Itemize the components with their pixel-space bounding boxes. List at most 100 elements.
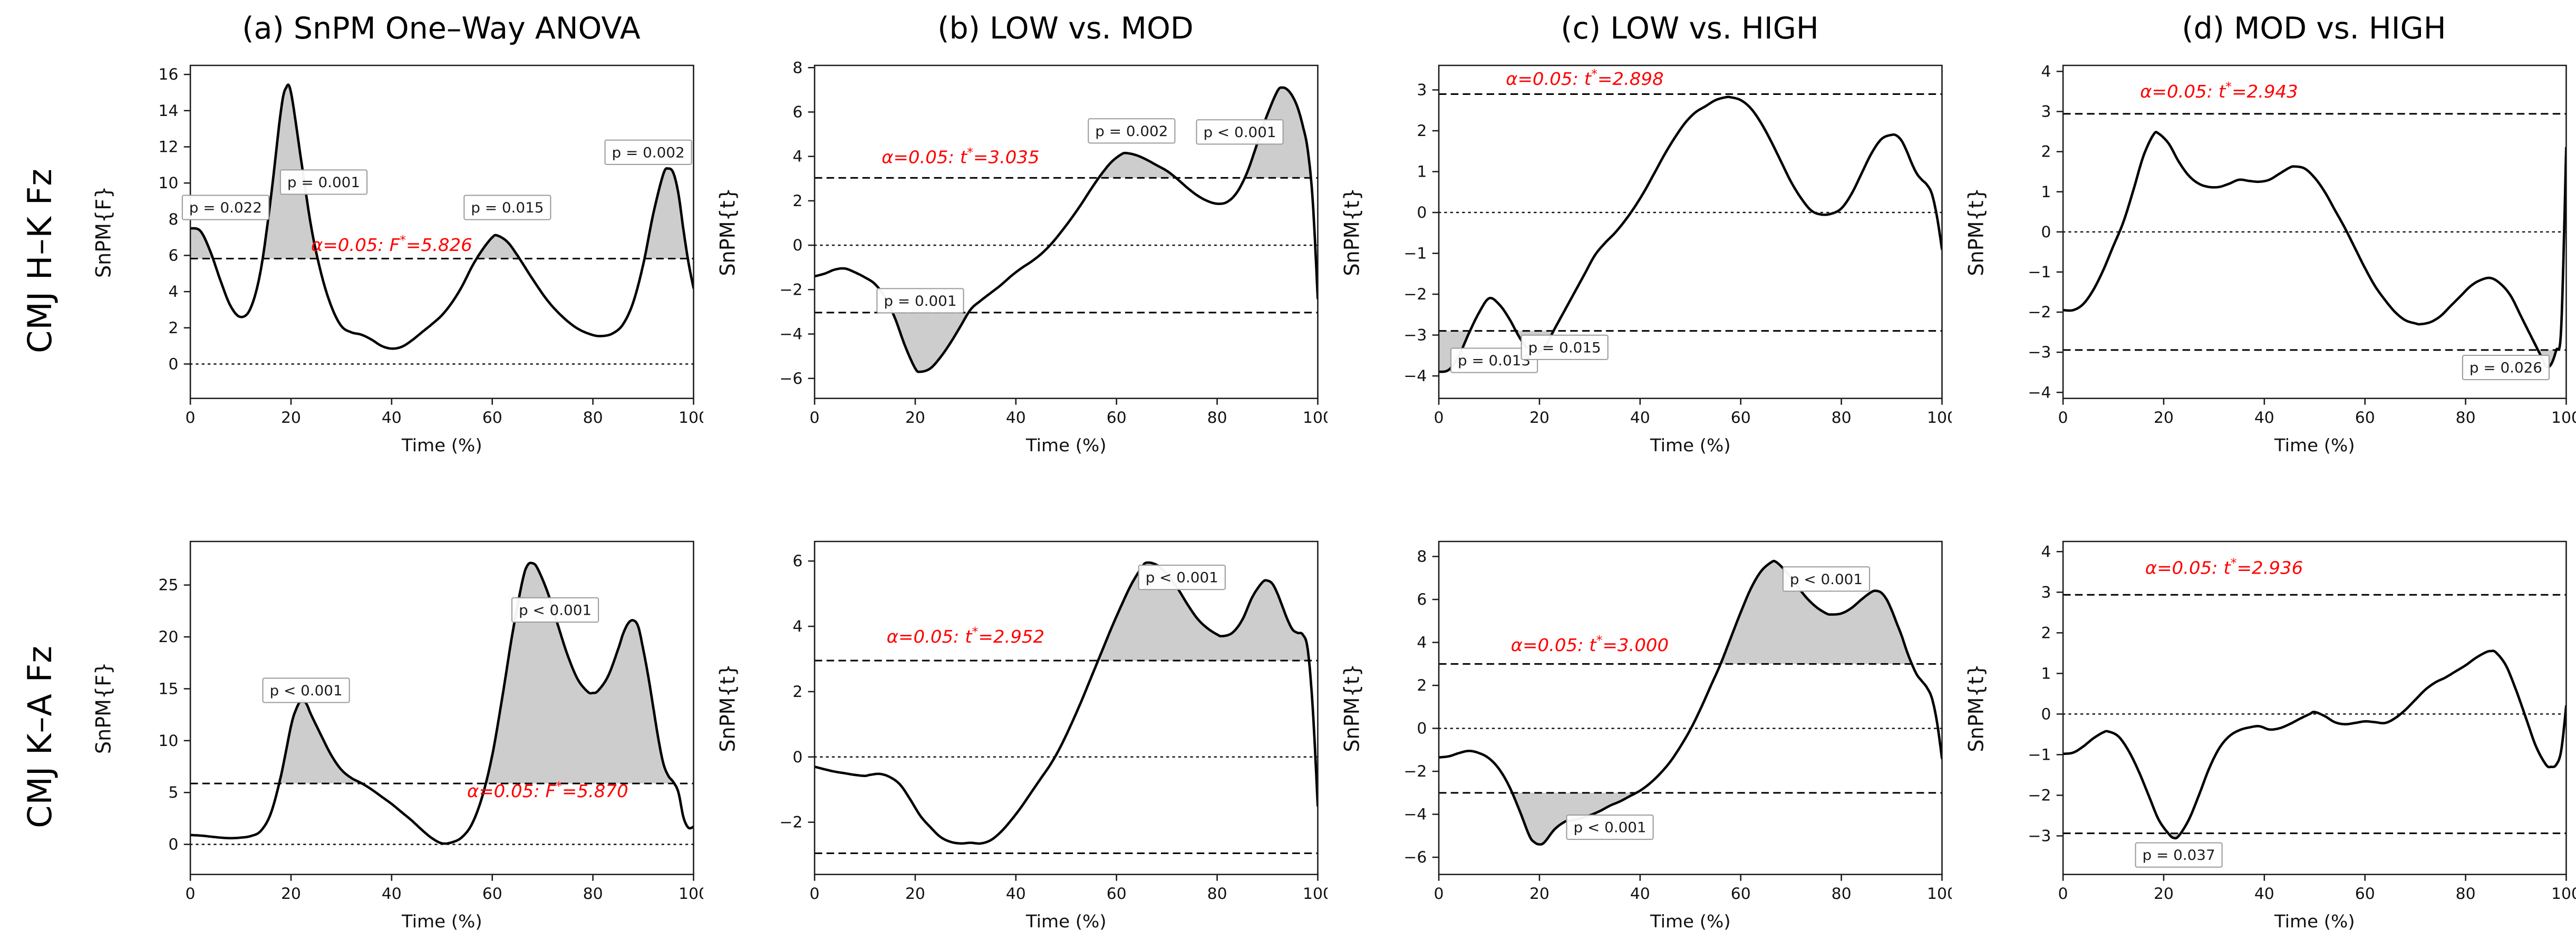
y-tick-label: 5 [168,784,178,802]
x-tick-label: 100 [1303,885,1328,903]
y-tick-label: −3 [1403,326,1427,344]
x-axis-label: Time (%) [1025,911,1107,931]
p-value-label: p = 0.001 [876,288,964,314]
y-tick-label: 2 [168,319,178,337]
alpha-threshold-label: α=0.05: t*=2.936 [2145,556,2303,578]
x-tick-label: 20 [905,409,925,427]
x-tick-label: 80 [1207,885,1227,903]
y-tick-label: −3 [2028,827,2051,845]
x-axis-label: Time (%) [401,435,482,455]
y-axis-label: SnPM{t} [716,664,740,752]
svg-text:p = 0.015: p = 0.015 [1528,340,1601,356]
y-tick-label: −6 [1403,848,1427,866]
y-tick-label: 4 [2041,543,2051,561]
snpm-curve [190,83,694,350]
snpm-f-chart-hk: 0 20 40 60 80 100 0 2 4 6 8 10 12 14 16 Time (%) SnPM{F}… [92,64,703,456]
y-tick-label: 3 [1417,81,1427,99]
y-axis-label: SnPM{t} [1340,188,1364,276]
x-axis-label: Time (%) [1650,911,1731,931]
x-tick-label: 0 [810,885,820,903]
panel-anova-ka: 0 20 40 60 80 100 0 5 10 15 20 25 Time (%) SnPM{F} α=0… [79,533,703,940]
svg-text:p = 0.026: p = 0.026 [2470,360,2542,376]
alpha-threshold-label: α=0.05: t*=3.000 [1511,633,1669,655]
p-value-label: p < 0.001 [262,677,350,703]
panel-title: (d) MOD vs. HIGH [2182,11,2446,46]
significance-shading [190,84,688,259]
p-value-label: p < 0.001 [1782,566,1871,592]
svg-text:p < 0.001: p < 0.001 [1203,124,1276,141]
y-tick-label: −4 [779,325,802,343]
row-label-cmj-hk-fz: CMJ H–K Fz [0,57,79,464]
y-tick-label: 0 [168,355,178,373]
axes: 0 20 40 60 80 100 −4 −3 −2 −1 0 1 2 3 [1403,64,1952,427]
y-tick-label: 6 [792,553,802,570]
svg-text:p < 0.001: p < 0.001 [1790,571,1863,588]
x-tick-label: 60 [482,885,502,903]
x-tick-label: 80 [1207,409,1227,427]
x-tick-label: 40 [1006,885,1026,903]
panel-low-vs-high-ka: 0 20 40 60 80 100 −6 −4 −2 0 2 4 6 8 Time (%) SnPM{t} α=… [1328,533,1952,940]
svg-text:p < 0.001: p < 0.001 [1146,570,1218,586]
panel-low-vs-high-hk: (c) LOW vs. HIGH 0 20 40 60 80 100 −4 −3 −2 −1 0 1 2… [1328,0,1952,464]
alpha-threshold-label: α=0.05: t*=2.952 [887,624,1045,647]
snpm-t-chart-low-mod-hk: 0 20 40 60 80 100 −6 −4 −2 0 2 4 6 8 Time (%) SnPM{t} α=… [716,59,1328,456]
y-tick-label: −2 [2028,303,2051,321]
panel-low-vs-mod-hk: (b) LOW vs. MOD 0 20 40 60 80 100 −6 −4 −2 0 2 4 6 8 T… [703,0,1328,464]
svg-text:p < 0.001: p < 0.001 [519,603,592,619]
y-tick-label: 0 [792,237,802,255]
x-tick-label: 0 [186,885,196,903]
y-tick-label: 4 [1417,634,1427,652]
p-value-label: p < 0.001 [1196,119,1284,145]
y-tick-label: 1 [2041,183,2051,201]
y-tick-label: 3 [2041,103,2051,121]
y-tick-label: −2 [779,281,802,299]
x-tick-label: 40 [382,885,402,903]
y-tick-label: 2 [2041,143,2051,161]
p-value-label: p = 0.015 [1521,334,1609,360]
y-tick-label: 0 [2041,223,2051,241]
y-tick-label: −1 [2028,746,2051,764]
alpha-threshold-label: α=0.05: t*=2.943 [2140,79,2298,102]
y-tick-label: 6 [792,103,802,121]
svg-text:p = 0.002: p = 0.002 [1095,123,1168,140]
x-tick-label: 20 [1529,409,1550,427]
y-tick-label: 2 [792,683,802,701]
x-tick-label: 0 [810,409,820,427]
x-tick-label: 20 [1529,885,1550,903]
svg-text:p < 0.001: p < 0.001 [1573,820,1646,836]
y-tick-label: −1 [1403,245,1427,263]
axes: 0 20 40 60 80 100 −6 −4 −2 0 2 4 6 8 [779,59,1328,427]
x-tick-label: 100 [2551,885,2576,903]
p-value-label: p < 0.001 [511,597,599,623]
y-tick-label: −6 [779,370,802,387]
x-tick-label: 80 [583,885,603,903]
p-value-label: p < 0.001 [1138,565,1226,590]
significance-shading [1512,561,1912,845]
alpha-threshold-label: α=0.05: F*=5.826 [311,232,472,255]
y-axis-label: SnPM{F} [92,186,116,278]
y-tick-label: −4 [1403,367,1427,385]
x-tick-label: 100 [1927,409,1952,427]
axes: 0 20 40 60 80 100 −4 −3 −2 −1 0 1 2 3 4 [2028,63,2576,427]
x-tick-label: 100 [1927,885,1952,903]
y-tick-label: 2 [1417,676,1427,694]
p-value-label: p < 0.001 [1566,814,1654,840]
y-tick-label: 2 [2041,624,2051,642]
y-tick-label: 6 [168,247,178,265]
y-axis-label: SnPM{t} [716,188,740,276]
y-axis-label: SnPM{t} [1340,664,1364,752]
y-tick-label: 4 [792,148,802,166]
y-tick-label: 1 [1417,163,1427,181]
x-tick-label: 60 [482,409,502,427]
snpm-t-chart-low-high-ka: 0 20 40 60 80 100 −6 −4 −2 0 2 4 6 8 Time (%) SnPM{t} α=… [1340,540,1952,932]
x-tick-label: 40 [1006,409,1026,427]
x-tick-label: 0 [1434,409,1444,427]
axes: 0 20 40 60 80 100 0 2 4 6 8 10 12 14 16 [158,64,703,427]
y-axis-label: SnPM{F} [92,662,116,754]
snpm-t-chart-low-high-hk: 0 20 40 60 80 100 −4 −3 −2 −1 0 1 2 3 Time (%) SnPM{t} α… [1340,64,1952,456]
y-tick-label: 16 [158,66,178,84]
x-tick-label: 20 [905,885,925,903]
y-tick-label: −2 [779,813,802,831]
x-tick-label: 20 [281,409,301,427]
x-tick-label: 40 [2254,885,2274,903]
